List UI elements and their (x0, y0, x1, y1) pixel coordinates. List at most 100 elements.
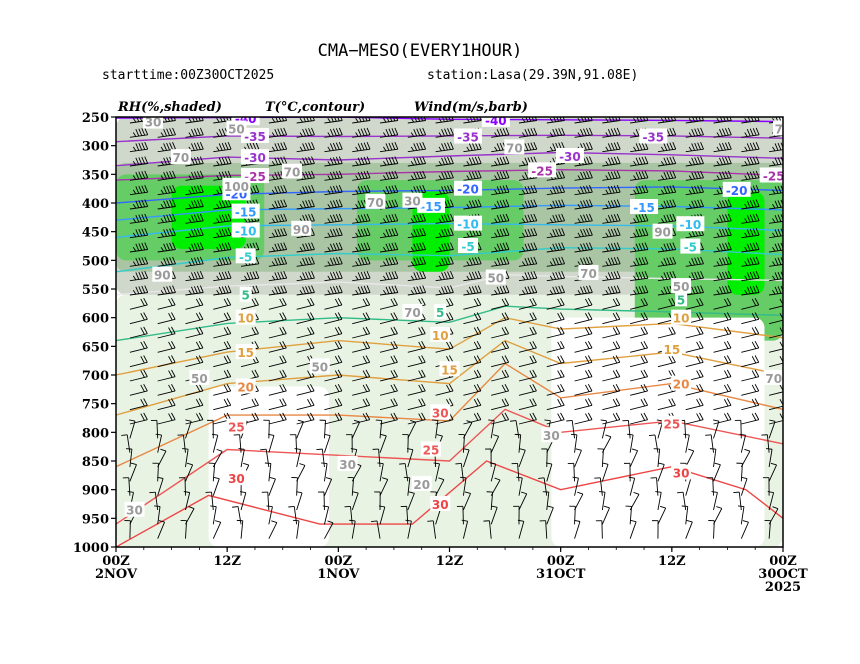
wind-barb (213, 213, 232, 224)
barb-flag (524, 186, 529, 194)
barb-flag (697, 142, 701, 150)
barb-flag (199, 228, 204, 236)
barb-flag (468, 257, 473, 266)
wind-barb (491, 228, 510, 239)
wind-barb (567, 462, 576, 482)
barb-flag (744, 132, 748, 137)
wind-barb (463, 312, 482, 325)
barb-flag (422, 142, 427, 150)
wind-barb (546, 242, 566, 253)
barb-flag (163, 286, 168, 294)
barb-flag (413, 243, 418, 251)
barb-flag (143, 398, 148, 406)
barb-flag (779, 413, 783, 421)
barb-flag (380, 433, 387, 437)
barb-flag (530, 285, 535, 294)
x-tick-label: 12Z (658, 554, 686, 569)
barb-flag (636, 117, 640, 122)
temp-label-bg (240, 127, 269, 143)
barb-flag (199, 170, 204, 179)
barb-flag (613, 199, 618, 208)
barb-flag (243, 462, 249, 466)
barb-flag (616, 285, 621, 293)
wind-barb (213, 142, 232, 153)
barb-flag (413, 186, 418, 194)
barb-flag (307, 298, 312, 306)
barb-flag (305, 185, 309, 194)
wind-barb (491, 398, 510, 411)
barb-flag (191, 272, 195, 280)
barb-flag (447, 199, 451, 208)
barb-flag (476, 355, 482, 363)
barb-flag (779, 384, 783, 392)
barb-flag (355, 146, 359, 152)
barb-flag (196, 185, 201, 193)
barb-flag (299, 246, 303, 252)
barb-flag (327, 275, 331, 281)
barb-flag (360, 200, 365, 208)
barb-flag (327, 117, 331, 123)
barb-flag (672, 256, 677, 265)
y-tick-label: 800 (82, 426, 109, 441)
barb-flag (666, 286, 671, 294)
wind-barb (268, 213, 288, 224)
barb-flag (552, 229, 557, 237)
wind-barb (185, 398, 204, 411)
barb-flag (311, 213, 315, 222)
wind-barb (491, 127, 510, 138)
barb-flag (255, 185, 260, 193)
wind-barb (157, 297, 176, 310)
wind-barb (462, 448, 470, 468)
wind-barb (709, 448, 717, 468)
wind-barb (435, 170, 454, 181)
barb-flag (555, 228, 560, 237)
barb-flag (640, 399, 646, 407)
barb-shaft (460, 463, 464, 482)
barb-flag (311, 156, 315, 164)
barb-flag (144, 156, 149, 164)
barb-flag (580, 286, 584, 294)
barb-flag (724, 128, 729, 136)
barb-flag (613, 142, 618, 150)
wind-barb (574, 383, 593, 396)
barb-flag (308, 142, 312, 150)
barb-flag (311, 127, 315, 136)
barb-flag (140, 370, 145, 378)
wind-barb (463, 412, 482, 425)
barb-flag (699, 369, 704, 377)
wind-barb (629, 448, 639, 468)
barb-shaft (432, 520, 437, 539)
rh-label-bg (189, 369, 210, 385)
barb-flag (471, 142, 476, 151)
barb-flag (779, 356, 783, 363)
wind-barb (435, 242, 454, 253)
wind-barb (510, 420, 520, 439)
barb-flag (784, 286, 787, 293)
barb-flag (271, 117, 276, 123)
barb-flag (502, 285, 507, 294)
barb-flag (251, 327, 257, 335)
wind-barb (460, 476, 467, 496)
barb-flag (699, 340, 704, 349)
barb-flag (333, 117, 337, 122)
barb-flag (549, 246, 554, 252)
barb-flag (754, 369, 760, 377)
barb-flag (770, 462, 777, 466)
barb-flag (716, 218, 720, 223)
barb-shaft (515, 420, 520, 439)
barb-flag (697, 199, 701, 208)
wind-barb (630, 242, 649, 253)
wind-barb (713, 355, 732, 368)
barb-flag (135, 243, 140, 251)
barb-flag (191, 200, 195, 208)
barb-flag (476, 383, 482, 392)
barb-flag (615, 369, 621, 377)
wind-barb (296, 242, 315, 253)
barb-flag (777, 228, 782, 237)
barb-flag (279, 370, 284, 378)
barb-flag (538, 477, 545, 479)
barb-flag (504, 326, 510, 334)
barb-flag (532, 312, 537, 320)
wind-barb (324, 127, 343, 138)
barb-flag (216, 261, 220, 266)
